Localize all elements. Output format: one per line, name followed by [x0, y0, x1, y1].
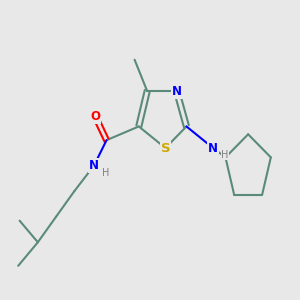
- Text: N: N: [89, 159, 99, 172]
- Text: S: S: [160, 142, 170, 154]
- Text: N: N: [172, 85, 182, 98]
- Text: N: N: [208, 142, 218, 154]
- Text: H: H: [221, 150, 229, 160]
- Text: H: H: [102, 168, 110, 178]
- Text: O: O: [90, 110, 100, 123]
